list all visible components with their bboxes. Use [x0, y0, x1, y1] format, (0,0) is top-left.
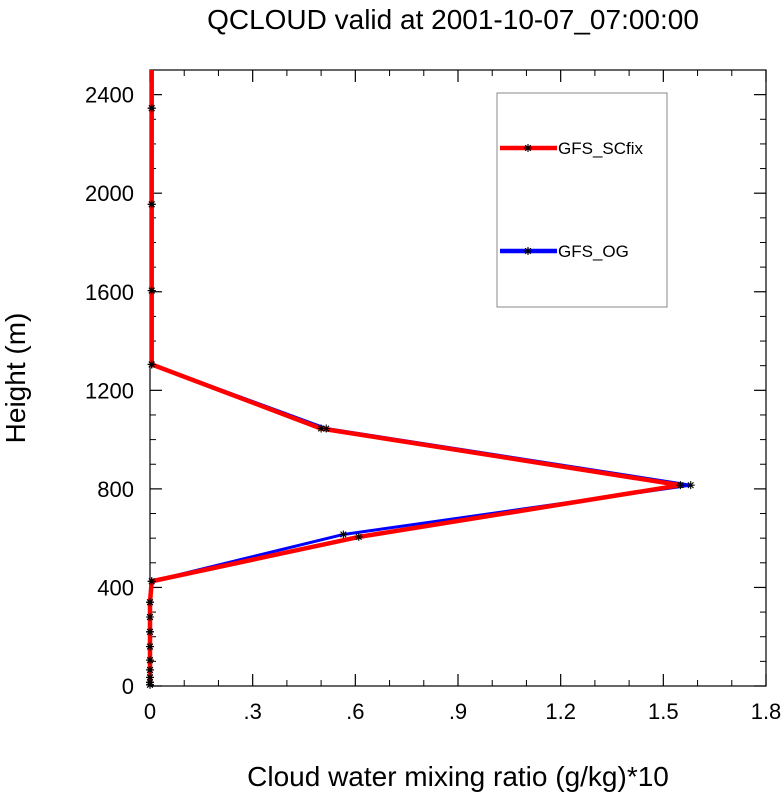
data-point: [322, 424, 331, 433]
y-tick-label: 400: [97, 575, 134, 600]
y-tick-label: 2000: [85, 181, 134, 206]
x-axis-label: Cloud water mixing ratio (g/kg)*10: [247, 761, 669, 792]
legend-marker: [524, 247, 532, 255]
data-point: [686, 481, 695, 490]
x-tick-label: .9: [449, 699, 467, 724]
data-point: [146, 665, 154, 674]
x-tick-label: .6: [346, 699, 364, 724]
data-point: [147, 104, 156, 113]
data-point: [146, 598, 154, 607]
y-tick-label: 1600: [85, 280, 134, 305]
chart-title: QCLOUD valid at 2001-10-07_07:00:00: [207, 4, 699, 35]
plot-frame: [149, 69, 767, 687]
legend-entry: GFS_OG: [500, 242, 629, 261]
data-point: [147, 360, 156, 369]
x-tick-label: 0: [144, 699, 156, 724]
data-point: [146, 656, 154, 665]
y-tick-label: 0: [122, 674, 134, 699]
data-point: [147, 286, 156, 295]
data-point: [354, 532, 363, 541]
tick-labels: 0 .3 .6 .9 1.2 1.5 1.8 0 400 800 1200 1600 2000 2400: [85, 83, 781, 724]
data-point: [339, 530, 348, 539]
x-tick-label: .3: [243, 699, 261, 724]
data-point: [146, 673, 154, 682]
y-tick-label: 1200: [85, 378, 134, 403]
markers-layer: [146, 104, 695, 689]
legend-entry: GFS_SCfix: [500, 139, 644, 158]
legend-box: [496, 92, 668, 308]
y-tick-label: 2400: [85, 83, 134, 108]
x-tick-label: 1.5: [648, 699, 679, 724]
y-axis-label: Height (m): [0, 313, 31, 444]
data-point: [146, 613, 154, 622]
data-point: [146, 678, 154, 687]
legend-label: GFS_SCfix: [558, 139, 644, 158]
data-point: [676, 481, 685, 490]
x-tick-label: 1.2: [545, 699, 576, 724]
legend: GFS_SCfix GFS_OG: [496, 92, 668, 308]
legend-marker: [524, 144, 532, 152]
legend-label: GFS_OG: [558, 242, 629, 261]
data-point: [146, 642, 154, 651]
data-point: [146, 627, 154, 636]
x-tick-label: 1.8: [751, 699, 782, 724]
axis-ticks: [149, 69, 767, 687]
y-tick-label: 800: [97, 477, 134, 502]
data-point: [147, 577, 156, 586]
data-point: [317, 424, 326, 433]
data-point: [147, 200, 156, 209]
